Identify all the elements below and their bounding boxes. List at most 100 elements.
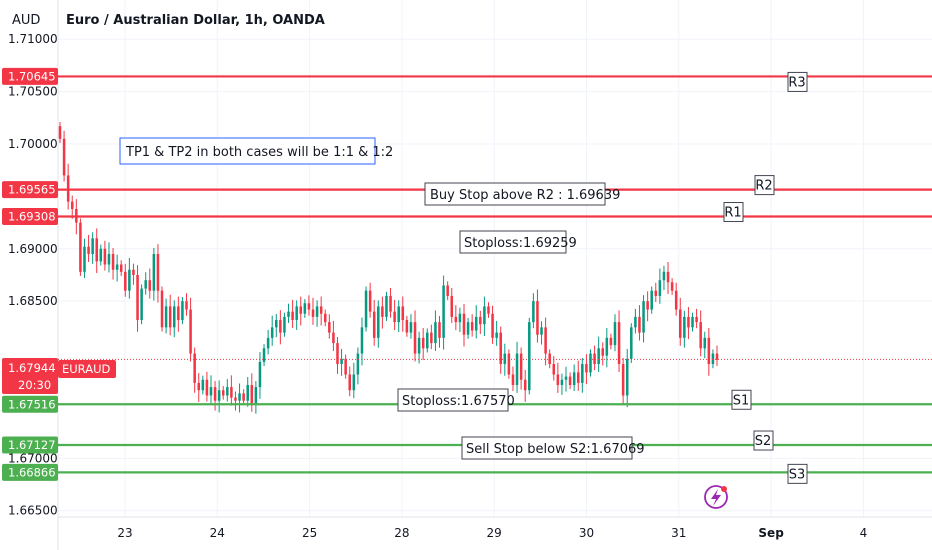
candle-body	[438, 322, 441, 338]
candle-body	[601, 348, 605, 356]
level-label: S1	[733, 393, 750, 408]
x-tick-label: 28	[394, 526, 409, 540]
level-tag-value: 1.67516	[8, 397, 56, 411]
candle-body	[172, 306, 176, 328]
sell-stop-note[interactable]: Sell Stop below S2:1.67069	[461, 436, 645, 460]
sell-stop-note-text: Sell Stop below S2:1.67069	[466, 442, 645, 457]
candle-body	[495, 332, 498, 338]
candle-body	[576, 372, 580, 383]
candle-body	[381, 306, 384, 317]
candle-body	[348, 374, 351, 391]
symbol-tag[interactable]: EURAUD	[58, 360, 116, 378]
stoploss-buy-note[interactable]: Stoploss:1.69259	[459, 230, 577, 254]
candle-body	[491, 313, 494, 338]
level-label-box[interactable]	[723, 202, 744, 223]
current-price-tag[interactable]: 1.67944 20:30	[2, 358, 58, 394]
stoploss-sell-note-text: Stoploss:1.67570	[402, 394, 515, 409]
candle-body	[528, 322, 531, 391]
candle-body	[552, 364, 556, 375]
candle-body	[307, 303, 311, 310]
candle-body	[483, 306, 486, 325]
candle-body	[368, 290, 372, 312]
candle-body	[532, 301, 535, 323]
candle-body	[695, 316, 698, 323]
candle-body	[254, 387, 258, 404]
candle-body	[556, 374, 560, 385]
stoploss-sell-note[interactable]: Stoploss:1.67570	[397, 388, 515, 412]
candle-body	[209, 387, 213, 396]
time-axis[interactable]: 23 24 25 28 29 30 31 Sep 4	[117, 526, 867, 540]
candle-body	[454, 316, 458, 323]
lightning-icon[interactable]	[704, 485, 728, 509]
currency-badge-label: AUD	[12, 13, 40, 28]
candle-body	[87, 246, 90, 255]
candle-body	[707, 337, 711, 365]
candle-body	[470, 322, 474, 331]
candle-body	[417, 337, 421, 354]
candle-body	[511, 374, 515, 385]
candle-body	[430, 332, 433, 344]
candle-body	[523, 379, 527, 391]
candle-body	[181, 301, 184, 321]
candle-body	[617, 322, 621, 365]
level-tag-value: 1.69565	[8, 183, 56, 197]
level-label-box[interactable]	[731, 389, 752, 410]
candle-body	[687, 316, 690, 328]
candle-body	[609, 337, 613, 346]
level-label-box[interactable]	[753, 430, 774, 451]
candle-body	[205, 379, 209, 396]
tp-note[interactable]: TP1 & TP2 in both cases will be 1:1 & 1:…	[119, 137, 393, 165]
level-label: R1	[724, 206, 741, 221]
candle-body	[674, 290, 678, 310]
candle-body	[621, 364, 625, 396]
candle-body	[238, 393, 241, 401]
candle-body	[124, 271, 127, 291]
level-tag	[2, 67, 58, 85]
candle-body	[168, 306, 172, 328]
candle-body	[519, 353, 523, 380]
candle-body	[446, 285, 449, 296]
candle-body	[283, 316, 286, 333]
y-tick-label: 1.69000	[8, 242, 58, 256]
buy-stop-note[interactable]: Buy Stop above R2 : 1.69639	[424, 182, 620, 206]
candle-body	[344, 358, 347, 375]
candle-body	[658, 280, 662, 296]
candle-body	[148, 280, 152, 291]
candle-body	[377, 306, 380, 338]
candle-body	[234, 397, 237, 401]
candle-body	[434, 322, 437, 344]
x-tick-label: 24	[210, 526, 225, 540]
candle-body	[581, 364, 584, 383]
candle-body	[177, 306, 180, 321]
candle-body	[62, 138, 66, 176]
x-tick-label: 23	[117, 526, 132, 540]
level-tag	[2, 208, 58, 226]
y-tick-label: 1.67000	[8, 451, 58, 465]
candle-body	[699, 322, 702, 349]
candle-body	[99, 248, 103, 262]
candle-body	[421, 337, 425, 349]
level-label-box[interactable]	[754, 175, 775, 196]
candle-body	[332, 332, 335, 344]
candle-body	[372, 311, 376, 338]
level-label-box[interactable]	[787, 71, 808, 92]
currency-badge[interactable]	[5, 5, 53, 33]
level-tag-value: 1.66866	[8, 465, 56, 479]
candle-body	[630, 327, 633, 359]
candle-body	[152, 254, 156, 291]
level-label: S2	[755, 434, 772, 449]
candle-body	[585, 364, 588, 373]
candle-body	[275, 320, 278, 328]
candle-body	[507, 353, 511, 375]
candle-body	[393, 311, 396, 323]
price-axis[interactable]: 1.71000 1.70500 1.70000 1.69000 1.68500 1.670…	[8, 32, 58, 517]
candle-body	[266, 337, 270, 349]
y-tick-label: 1.66500	[8, 504, 58, 518]
candle-body	[711, 353, 715, 365]
candle-body	[319, 306, 323, 314]
level-label-box[interactable]	[787, 463, 808, 484]
level-label: R2	[755, 179, 772, 194]
candles	[58, 122, 719, 414]
candle-body	[409, 322, 413, 333]
candle-body	[119, 264, 123, 272]
